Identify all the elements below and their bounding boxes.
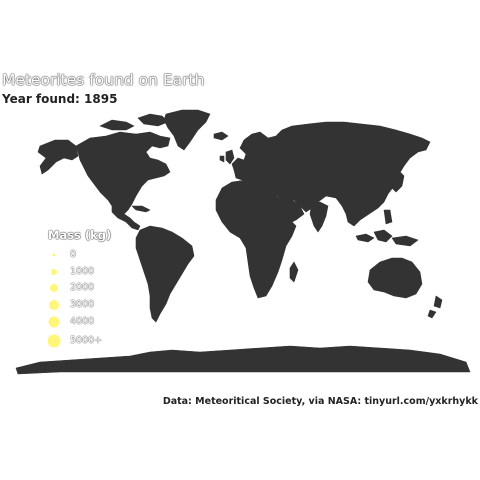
legend-marker-4000 bbox=[48, 316, 60, 328]
landmass-japan bbox=[391, 171, 405, 193]
landmass-central-america bbox=[111, 205, 141, 231]
landmass-south-america bbox=[135, 225, 195, 323]
legend-marker-2000 bbox=[50, 284, 58, 292]
landmass-india bbox=[309, 201, 329, 233]
data-source-caption: Data: Meteoritical Society, via NASA: ti… bbox=[162, 396, 478, 407]
legend-marker-5000 bbox=[48, 334, 61, 348]
legend-marker-1000 bbox=[51, 269, 57, 275]
legend: Mass (kg) 0 1000 2000 3000 4000 5000+ bbox=[48, 228, 158, 358]
legend-symbols bbox=[48, 253, 61, 348]
landmass-uk bbox=[219, 149, 235, 165]
legend-marker-0 bbox=[52, 253, 56, 257]
landmass-cuba bbox=[131, 205, 151, 213]
map-subtitle: Year found: 1895 bbox=[2, 92, 118, 106]
map-title: Meteorites found on Earth bbox=[2, 71, 205, 89]
legend-label-2000: 2000 bbox=[70, 282, 95, 293]
landmass-new-zealand bbox=[427, 295, 443, 319]
legend-title: Mass (kg) bbox=[48, 228, 112, 242]
landmass-madagascar bbox=[289, 261, 299, 283]
landmass-antarctica bbox=[15, 345, 471, 375]
landmass-arctic-islands bbox=[99, 113, 169, 131]
legend-label-5000: 5000+ bbox=[70, 335, 103, 346]
landmass-iceland bbox=[213, 131, 229, 141]
landmass-alaska bbox=[37, 139, 79, 175]
legend-label-4000: 4000 bbox=[70, 316, 95, 327]
landmass-greenland bbox=[163, 109, 211, 151]
landmass-southeast-asia-islands bbox=[355, 209, 419, 247]
legend-label-3000: 3000 bbox=[70, 299, 95, 310]
landmass-australia bbox=[367, 257, 423, 299]
landmass-africa bbox=[215, 179, 297, 299]
landmass-north-america bbox=[75, 131, 171, 215]
legend-marker-3000 bbox=[49, 300, 59, 310]
legend-label-0: 0 bbox=[70, 249, 77, 260]
legend-label-1000: 1000 bbox=[70, 266, 95, 277]
